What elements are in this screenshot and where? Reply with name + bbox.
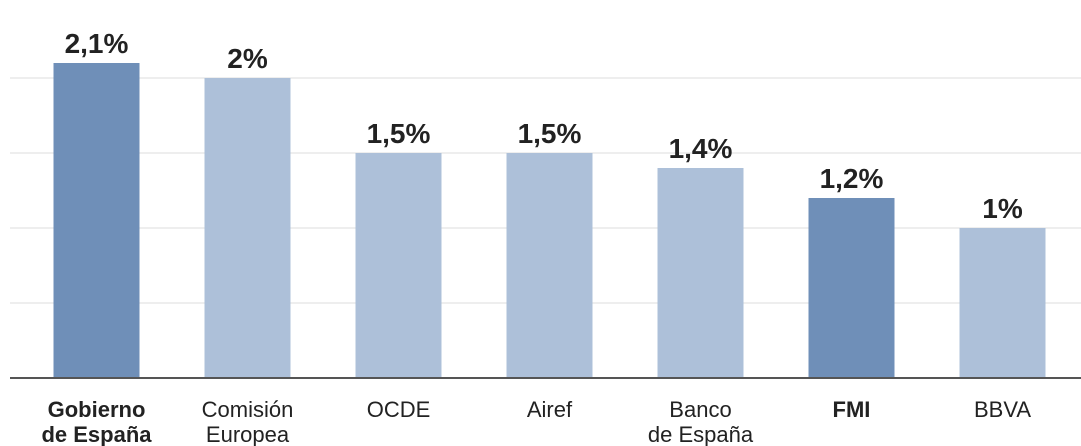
x-tick-label: BBVA xyxy=(974,397,1031,422)
value-label: 1,2% xyxy=(820,163,884,194)
bar xyxy=(204,78,291,378)
bar xyxy=(355,153,442,378)
value-label: 2% xyxy=(227,43,268,74)
x-tick-label: Gobierno de España xyxy=(41,397,152,446)
value-label: 1,5% xyxy=(518,118,582,149)
bar xyxy=(808,198,895,378)
x-tick-label: Comisión Europea xyxy=(202,397,294,446)
value-label: 1,4% xyxy=(669,133,733,164)
value-label: 2,1% xyxy=(65,28,129,59)
bar xyxy=(959,228,1046,378)
x-tick-label: OCDE xyxy=(367,397,431,422)
x-tick-label: FMI xyxy=(833,397,871,422)
bar xyxy=(506,153,593,378)
value-label: 1% xyxy=(982,193,1023,224)
value-label: 1,5% xyxy=(367,118,431,149)
x-tick-label: Banco de España xyxy=(648,397,754,446)
bar xyxy=(53,63,140,378)
bar xyxy=(657,168,744,378)
x-tick-label: Airef xyxy=(527,397,573,422)
